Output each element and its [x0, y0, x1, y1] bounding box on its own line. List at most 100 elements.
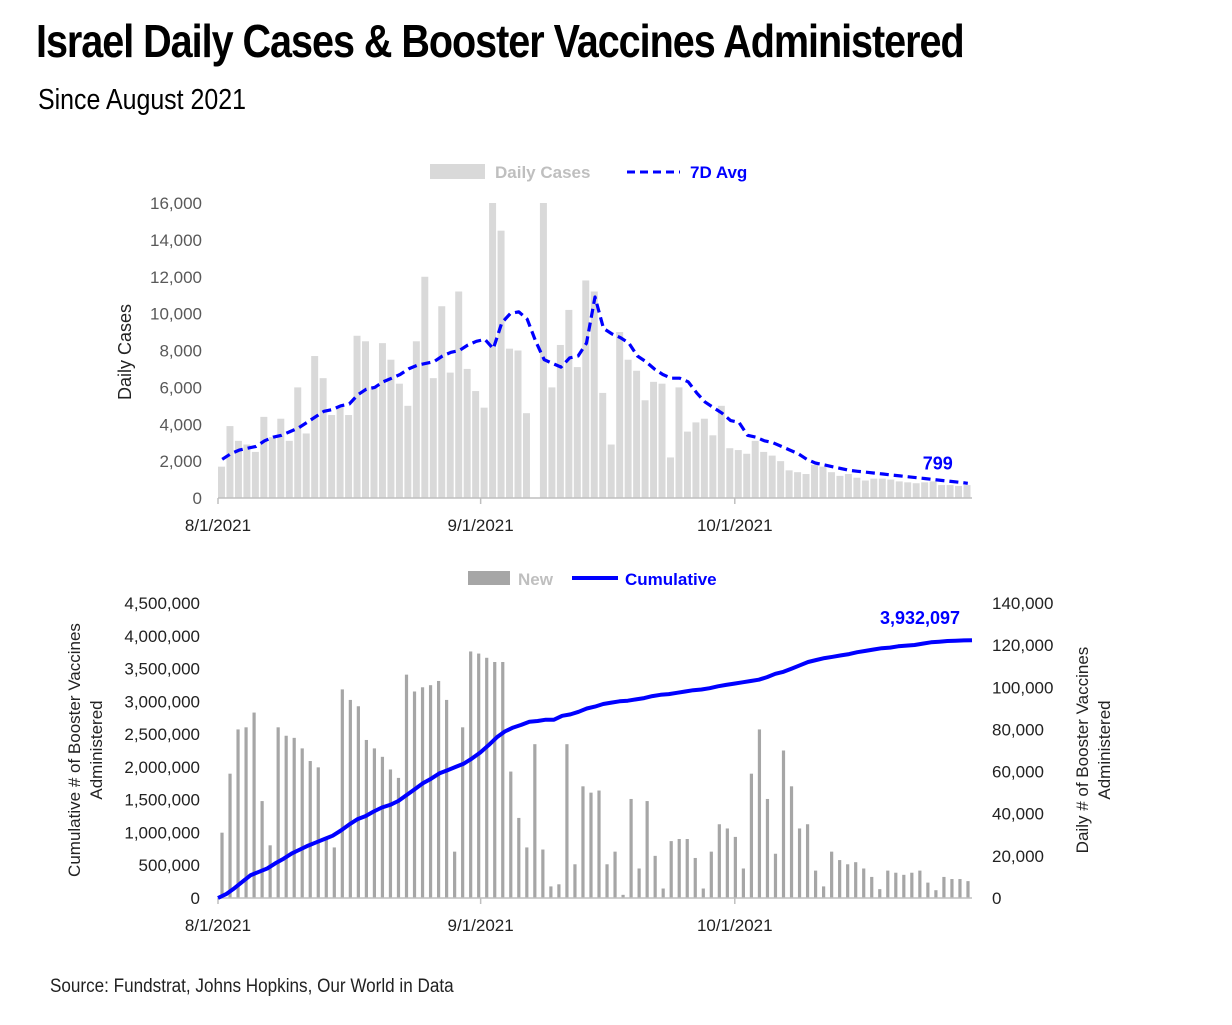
- y-tick-label: 4,000: [159, 415, 202, 434]
- daily-cases-bar: [548, 387, 556, 498]
- daily-cases-bar: [777, 461, 785, 498]
- new-booster-bar: [364, 739, 368, 898]
- x-tick-label: 10/1/2021: [697, 516, 773, 535]
- daily-cases-bar: [362, 341, 369, 498]
- daily-cases-bar: [582, 280, 590, 498]
- daily-cases-bar: [650, 381, 658, 498]
- y-left-tick-label: 1,500,000: [124, 791, 200, 810]
- daily-cases-bar: [539, 203, 547, 498]
- daily-cases-bar: [446, 372, 454, 498]
- new-booster-bar: [621, 894, 625, 898]
- daily-cases-bar: [844, 474, 852, 498]
- new-booster-bar: [525, 847, 529, 898]
- new-booster-bar: [332, 847, 336, 898]
- daily-cases-bar: [641, 400, 649, 498]
- new-booster-bar: [412, 691, 417, 898]
- y-tick-label: 8,000: [159, 342, 202, 361]
- x-tick-label: 9/1/2021: [448, 916, 514, 935]
- y-right-tick-label: 20,000: [992, 847, 1044, 866]
- new-booster-bar: [797, 828, 802, 898]
- annotation-last-value: 3,932,097: [880, 608, 960, 628]
- new-booster-bar: [292, 737, 296, 898]
- new-booster-bar: [485, 657, 489, 898]
- legend-swatch-daily-cases: [430, 164, 485, 179]
- daily-cases-chart: Daily Cases 7D Avg 0 2,000 4,000 6,000 8,000 10…: [115, 163, 972, 535]
- new-booster-bar: [276, 727, 280, 898]
- new-booster-bar: [822, 886, 826, 898]
- new-booster-bar: [813, 870, 818, 898]
- y-left-tick-label: 2,500,000: [124, 725, 200, 744]
- daily-cases-bar: [887, 479, 895, 498]
- new-booster-bar: [356, 706, 360, 898]
- daily-cases-bar: [472, 391, 480, 498]
- daily-cases-bar: [438, 306, 446, 498]
- daily-cases-bar: [658, 383, 666, 498]
- new-booster-bar: [428, 685, 433, 898]
- daily-cases-bar: [395, 383, 403, 498]
- daily-cases-bar: [929, 481, 937, 498]
- series-cumulative-line: [217, 638, 973, 900]
- new-booster-bar: [910, 872, 914, 898]
- y-left-tick-label: 3,500,000: [124, 660, 200, 679]
- daily-cases-bar: [946, 485, 954, 498]
- source-note: Source: Fundstrat, Johns Hopkins, Our Wo…: [50, 976, 454, 997]
- daily-cases-bar: [616, 332, 624, 498]
- new-booster-bar: [613, 851, 617, 898]
- legend: Daily Cases 7D Avg: [430, 163, 747, 182]
- new-booster-bar: [589, 792, 593, 898]
- new-booster-bar: [597, 790, 601, 898]
- new-booster-bar: [573, 864, 577, 898]
- daily-cases-bar: [412, 341, 420, 498]
- daily-cases-bar: [599, 392, 607, 498]
- daily-cases-bar: [675, 387, 683, 498]
- new-booster-bar: [565, 744, 569, 898]
- new-booster-bar: [268, 845, 272, 898]
- daily-cases-bar: [709, 435, 717, 498]
- y-tick-label: 14,000: [150, 231, 202, 250]
- daily-cases-bar: [370, 387, 378, 498]
- new-booster-bar: [445, 699, 449, 898]
- daily-cases-bar: [768, 455, 776, 498]
- new-booster-bar: [902, 874, 906, 898]
- y-right-tick-label: 120,000: [992, 636, 1053, 655]
- daily-cases-bar: [234, 440, 242, 498]
- y-left-tick-label: 500,000: [139, 856, 200, 875]
- daily-cases-bar: [590, 291, 598, 498]
- daily-cases-bar: [607, 444, 615, 498]
- daily-cases-bar: [328, 415, 336, 498]
- new-booster-bar: [677, 839, 681, 898]
- daily-cases-bar: [751, 440, 759, 498]
- daily-cases-bar: [353, 335, 361, 498]
- new-booster-bar: [228, 773, 232, 898]
- daily-cases-bar: [836, 475, 844, 498]
- daily-cases-bar: [506, 348, 514, 498]
- y-left-tick-label: 1,000,000: [124, 823, 200, 842]
- legend-label-new: New: [518, 570, 554, 589]
- daily-cases-bar: [311, 356, 319, 498]
- daily-cases-bar: [277, 418, 285, 498]
- daily-cases-bar: [489, 203, 497, 498]
- page-subtitle: Since August 2021: [38, 84, 246, 116]
- y-tick-label: 16,000: [150, 194, 202, 213]
- daily-cases-bar: [497, 230, 505, 498]
- daily-cases-bar: [294, 387, 302, 498]
- new-booster-bar: [789, 786, 794, 898]
- daily-cases-bar: [895, 481, 903, 498]
- y-right-tick-label: 0: [992, 889, 1001, 908]
- daily-cases-bar: [760, 451, 768, 498]
- x-tick-label: 8/1/2021: [185, 916, 251, 935]
- y-right-tick-label: 40,000: [992, 805, 1044, 824]
- y-left-axis-label: Cumulative # of Booster Vaccines Administ…: [65, 623, 106, 877]
- daily-cases-bar: [345, 415, 353, 498]
- legend-label-7d-avg: 7D Avg: [690, 163, 747, 182]
- daily-cases-bar: [285, 440, 293, 498]
- new-booster-bar: [300, 748, 304, 898]
- daily-cases-bar: [260, 416, 268, 498]
- daily-cases-bar: [938, 485, 946, 498]
- daily-cases-bar: [717, 405, 725, 498]
- daily-cases-bar: [743, 453, 751, 498]
- new-booster-bar: [685, 839, 689, 898]
- daily-cases-bar: [429, 378, 437, 498]
- daily-cases-bar: [421, 276, 429, 498]
- new-booster-bar: [549, 886, 553, 898]
